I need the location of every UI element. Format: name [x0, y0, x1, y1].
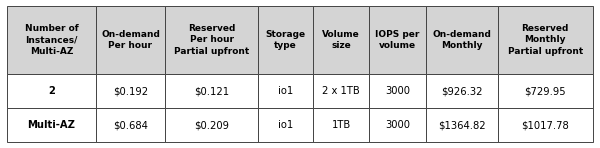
Bar [7, 74, 96, 108]
Text: $1364.82: $1364.82 [438, 120, 485, 130]
Text: 3000: 3000 [385, 86, 410, 96]
Bar [96, 108, 165, 142]
Text: Number of
Instances/
Multi-AZ: Number of Instances/ Multi-AZ [25, 24, 79, 56]
Text: $0.684: $0.684 [113, 120, 148, 130]
Text: Storage
type: Storage type [265, 30, 305, 50]
Text: $0.192: $0.192 [113, 86, 148, 96]
Text: Reserved
Monthly
Partial upfront: Reserved Monthly Partial upfront [508, 24, 583, 56]
Bar [258, 74, 313, 108]
Bar [165, 108, 258, 142]
Bar [370, 6, 426, 74]
Bar [498, 6, 593, 74]
Text: On-demand
Monthly: On-demand Monthly [433, 30, 491, 50]
Bar [96, 74, 165, 108]
Text: $0.121: $0.121 [194, 86, 229, 96]
Bar [498, 74, 593, 108]
Bar [258, 108, 313, 142]
Bar [313, 74, 370, 108]
Bar [370, 108, 426, 142]
Text: Reserved
Per hour
Partial upfront: Reserved Per hour Partial upfront [174, 24, 250, 56]
Bar [313, 108, 370, 142]
Text: $0.209: $0.209 [194, 120, 229, 130]
Text: 2: 2 [48, 86, 55, 96]
Text: $1017.78: $1017.78 [521, 120, 569, 130]
Bar [426, 108, 498, 142]
Text: 2 x 1TB: 2 x 1TB [322, 86, 360, 96]
Bar [7, 108, 96, 142]
Text: $926.32: $926.32 [441, 86, 482, 96]
Text: Multi-AZ: Multi-AZ [28, 120, 76, 130]
Text: 3000: 3000 [385, 120, 410, 130]
Text: Volume
size: Volume size [322, 30, 360, 50]
Bar [313, 6, 370, 74]
Text: 1TB: 1TB [331, 120, 351, 130]
Bar [165, 74, 258, 108]
Bar [165, 6, 258, 74]
Text: $729.95: $729.95 [524, 86, 566, 96]
Bar [96, 6, 165, 74]
Text: io1: io1 [278, 120, 293, 130]
Text: IOPS per
volume: IOPS per volume [376, 30, 420, 50]
Bar [370, 74, 426, 108]
Bar [426, 6, 498, 74]
Text: On-demand
Per hour: On-demand Per hour [101, 30, 160, 50]
Bar [498, 108, 593, 142]
Bar [426, 74, 498, 108]
Text: io1: io1 [278, 86, 293, 96]
Bar [7, 6, 96, 74]
Bar [258, 6, 313, 74]
